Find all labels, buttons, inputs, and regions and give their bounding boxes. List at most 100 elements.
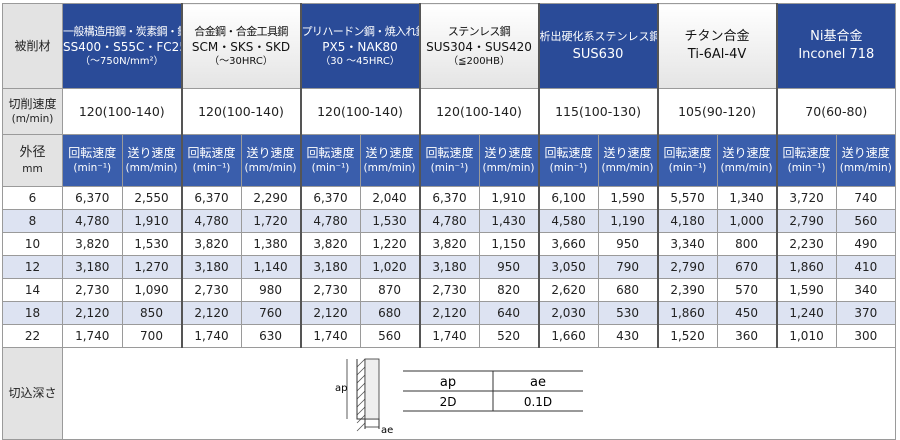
speed-value: 120(100-140) <box>180 88 302 135</box>
label-line: 回転速度 <box>187 145 236 160</box>
material-line: SUS630 <box>572 47 624 62</box>
value: 680 <box>359 301 421 325</box>
value: 560 <box>359 324 421 348</box>
depth-value: 0.1D <box>524 395 552 409</box>
value: 1,340 <box>716 186 778 210</box>
value: 6,370 <box>299 186 361 210</box>
value: 3,180 <box>418 255 480 279</box>
value: 2,790 <box>775 209 837 233</box>
material-line: SCM・SKS・SKD <box>191 40 291 54</box>
value: 2,390 <box>656 278 718 302</box>
material-line: （～750N/mm²） <box>80 56 164 67</box>
value: 820 <box>478 278 540 302</box>
value: 3,340 <box>656 232 718 256</box>
value: 4,180 <box>656 209 718 233</box>
value: 950 <box>597 232 659 256</box>
value: 3,720 <box>775 186 837 210</box>
value: 410 <box>835 255 897 279</box>
material-cell: 合金鋼・合金工具鋼 SCM・SKS・SKD （～30HRC） <box>180 3 302 89</box>
speed-row: 切削速度 (m/min) 120(100-140) 120(100-140) 120(1… <box>2 88 897 135</box>
value: 1,000 <box>716 209 778 233</box>
value: 530 <box>597 301 659 325</box>
value: 1,740 <box>62 324 123 348</box>
value: 490 <box>835 232 897 256</box>
data-row: 6 6,370 2,550 6,370 2,290 6,370 2,040 6,370 1,91… <box>2 186 897 210</box>
value: 2,730 <box>62 278 123 302</box>
material-line: （30 ～45HRC） <box>320 56 400 67</box>
value: 1,590 <box>775 278 837 302</box>
label-line: 回転速度 <box>782 145 831 160</box>
material-line: Inconel 718 <box>798 47 875 62</box>
data-row: 10 3,820 1,530 3,820 1,380 3,820 1,220 3,820 1,1… <box>2 232 897 256</box>
feed-header: 送り速度 (mm/min) <box>478 134 540 187</box>
value: 430 <box>597 324 659 348</box>
label-line: 回転速度 <box>68 145 117 160</box>
value: 300 <box>835 324 897 348</box>
value: 1,740 <box>418 324 480 348</box>
depth-cell: ap ae ap ae 2D 0.1D <box>61 347 897 440</box>
depth-row: 切込深さ ap ae ap ae 2D 0.1D <box>2 347 897 440</box>
label-line: 回転速度 <box>663 145 712 160</box>
label-line: (mm/min) <box>363 161 416 174</box>
value: 3,820 <box>62 232 123 256</box>
value: 2,120 <box>180 301 242 325</box>
feed-header: 送り速度 (mm/min) <box>597 134 659 187</box>
value: 980 <box>240 278 302 302</box>
diameter: 12 <box>2 255 63 279</box>
value: 560 <box>835 209 897 233</box>
label-line: (mm/min) <box>601 161 654 174</box>
value: 1,270 <box>121 255 183 279</box>
material-line: （～30HRC） <box>209 56 273 67</box>
label-line: 回転速度 <box>306 145 355 160</box>
value: 2,120 <box>418 301 480 325</box>
value: 360 <box>716 324 778 348</box>
value: 3,180 <box>299 255 361 279</box>
value: 1,860 <box>656 301 718 325</box>
value: 640 <box>478 301 540 325</box>
value: 1,720 <box>240 209 302 233</box>
ap-label: ap <box>335 383 347 394</box>
label-line: (mm/min) <box>482 161 535 174</box>
label-line: (min⁻¹) <box>549 161 588 174</box>
depth-label: 切込深さ <box>2 347 63 440</box>
feed-header: 送り速度 (mm/min) <box>121 134 183 187</box>
label-line: 回転速度 <box>544 145 593 160</box>
label-line: (min⁻¹) <box>787 161 826 174</box>
material-cell: 析出硬化系ステンレス鋼 SUS630 <box>537 3 659 89</box>
hatch <box>356 398 366 407</box>
value: 6,370 <box>180 186 242 210</box>
value: 2,730 <box>299 278 361 302</box>
value: 1,910 <box>121 209 183 233</box>
value: 2,730 <box>180 278 242 302</box>
material-line: プリハードン鋼・焼入れ鋼 <box>301 25 420 38</box>
material-cell: Ni基合金 Inconel 718 <box>775 3 897 89</box>
value: 6,100 <box>537 186 599 210</box>
diameter-label: 外径 mm <box>2 134 63 187</box>
rpm-header: 回転速度 (min⁻¹) <box>299 134 361 187</box>
label-line: 送り速度 <box>127 145 176 160</box>
label-line: (mm/min) <box>720 161 773 174</box>
data-row: 18 2,120 850 2,120 760 2,120 680 2,120 640 2,030 5… <box>2 301 897 325</box>
rpm-header: 回転速度 (min⁻¹) <box>180 134 242 187</box>
hatch <box>356 366 366 375</box>
material-line: PX5・NAK80 <box>322 40 398 54</box>
value: 1,430 <box>478 209 540 233</box>
value: 2,620 <box>537 278 599 302</box>
depth-diagram: ap ae ap ae 2D 0.1D <box>335 358 583 436</box>
material-line: SUS304・SUS420 <box>426 40 532 54</box>
value: 4,780 <box>418 209 480 233</box>
material-line: 一般構造用鋼・炭素鋼・鋳鉄 <box>63 25 181 38</box>
value: 800 <box>716 232 778 256</box>
value: 520 <box>478 324 540 348</box>
label-line: (min⁻¹) <box>430 161 469 174</box>
value: 1,140 <box>240 255 302 279</box>
data-row: 8 4,780 1,910 4,780 1,720 4,780 1,530 4,780 1,43… <box>2 209 897 233</box>
value: 4,580 <box>537 209 599 233</box>
value: 850 <box>121 301 183 325</box>
value: 2,290 <box>240 186 302 210</box>
value: 1,090 <box>121 278 183 302</box>
value: 5,570 <box>656 186 718 210</box>
